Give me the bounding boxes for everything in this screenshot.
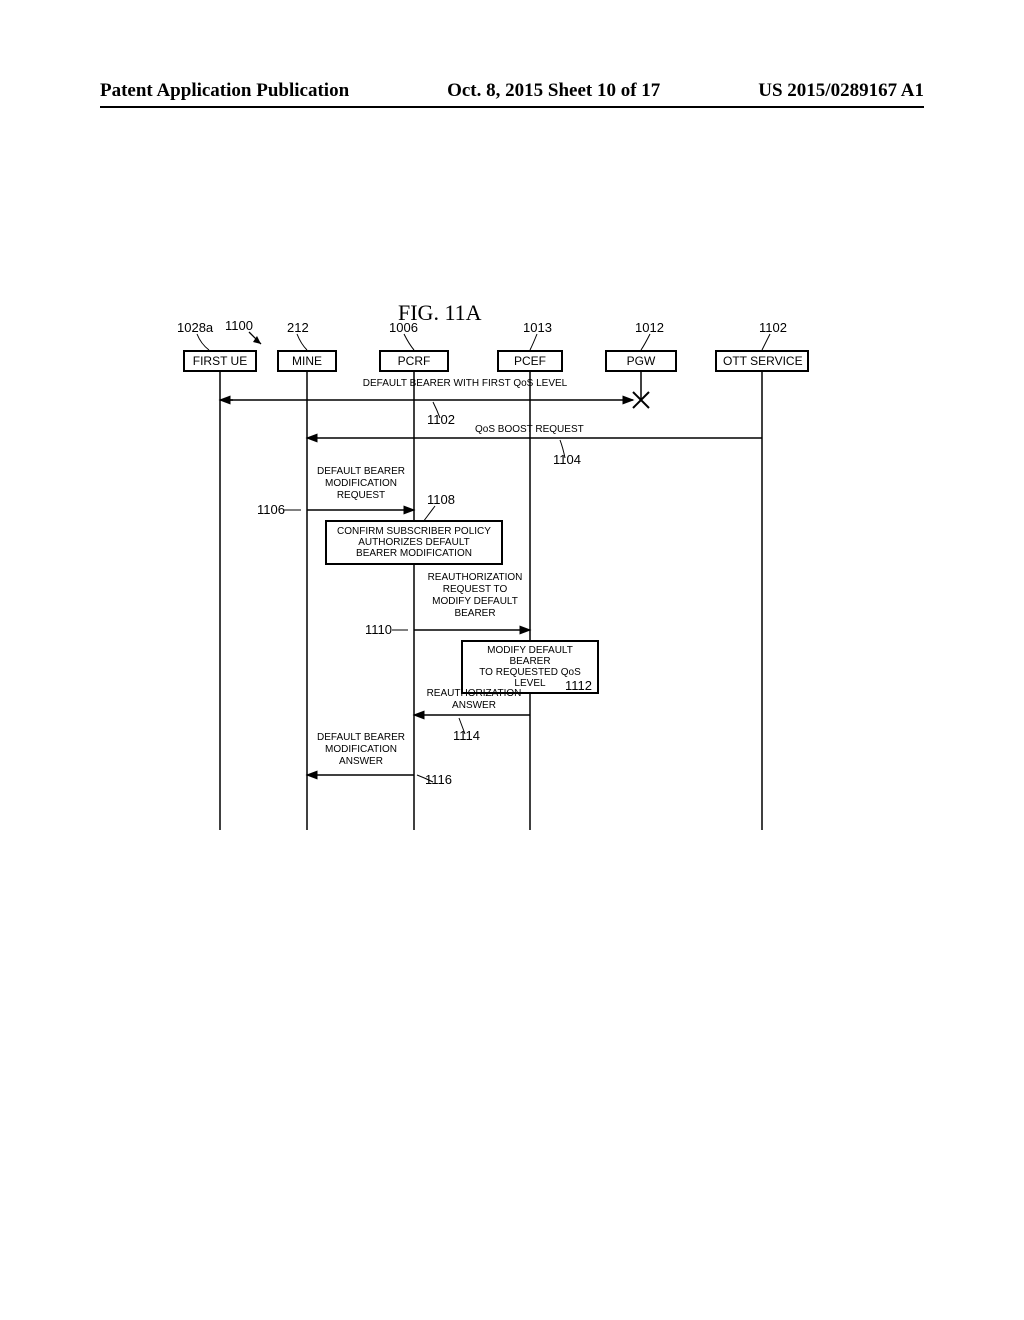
header-center: Oct. 8, 2015 Sheet 10 of 17 — [447, 80, 660, 102]
ref-diagram: 1100 — [225, 318, 253, 333]
ref-ott: 1102 — [759, 320, 787, 335]
ref-pcef: 1013 — [523, 320, 552, 335]
actor-mine: MINE — [277, 350, 337, 372]
ref-mod-request: 1106 — [257, 502, 285, 517]
ref-mod-answer: 1116 — [425, 772, 452, 787]
ref-qos-boost: 1104 — [553, 452, 581, 467]
msg-qos-boost: QoS BOOST REQUEST — [475, 424, 605, 436]
msg-reauth-req: REAUTHORIZATION REQUEST TO MODIFY DEFAUL… — [420, 572, 530, 620]
page-header: Patent Application Publication Oct. 8, 2… — [0, 80, 1024, 108]
msg-mod-answer: DEFAULT BEARER MODIFICATION ANSWER — [313, 732, 409, 768]
msg-default-bearer: DEFAULT BEARER WITH FIRST QoS LEVEL — [335, 378, 595, 390]
actor-pcef: PCEF — [497, 350, 563, 372]
sequence-diagram: FIRST UE MINE PCRF PCEF PGW OTT SERVICE … — [165, 320, 865, 840]
ref-modify: 1112 — [565, 678, 592, 693]
ref-default-bearer: 1102 — [427, 412, 455, 427]
actor-first-ue: FIRST UE — [183, 350, 257, 372]
actor-pgw: PGW — [605, 350, 677, 372]
header-left: Patent Application Publication — [100, 80, 349, 102]
step-confirm: CONFIRM SUBSCRIBER POLICY AUTHORIZES DEF… — [325, 520, 503, 565]
ref-reauth-ans: 1114 — [453, 728, 480, 743]
header-right: US 2015/0289167 A1 — [758, 80, 924, 102]
ref-confirm: 1108 — [427, 492, 455, 507]
ref-pgw: 1012 — [635, 320, 664, 335]
header-row: Patent Application Publication Oct. 8, 2… — [100, 80, 924, 108]
msg-mod-request: DEFAULT BEARER MODIFICATION REQUEST — [313, 466, 409, 502]
ref-mine: 212 — [287, 320, 309, 335]
ref-pcrf: 1006 — [389, 320, 418, 335]
actor-pcrf: PCRF — [379, 350, 449, 372]
ref-first-ue: 1028a — [177, 320, 213, 335]
msg-reauth-ans: REAUTHORIZATION ANSWER — [421, 688, 527, 712]
actor-ott: OTT SERVICE — [715, 350, 809, 372]
ref-reauth-req: 1110 — [365, 622, 392, 637]
